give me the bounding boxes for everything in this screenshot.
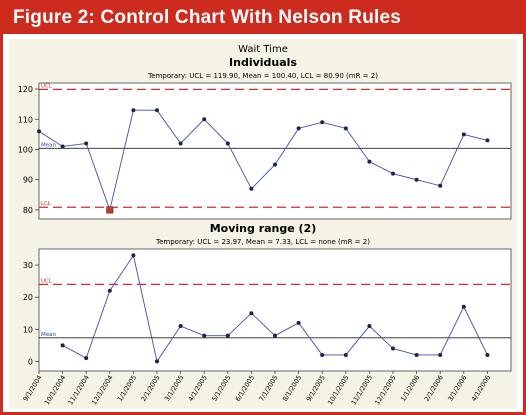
individuals-data-point — [131, 108, 136, 113]
individuals-data-point — [178, 141, 183, 146]
individuals-ytick-label: 100 — [18, 145, 33, 154]
chart-suptitle: Wait Time — [238, 44, 288, 55]
individuals-data-point — [391, 171, 395, 176]
x-axis-tick-label: 5/1/2005 — [210, 374, 232, 403]
moving-range-data-point — [131, 253, 136, 258]
moving-range-title: Moving range (2) — [210, 222, 317, 235]
moving-range-data-point — [320, 352, 325, 357]
moving-range-data-point — [202, 333, 207, 338]
x-axis-tick-label: 2/1/2006 — [423, 374, 445, 403]
individuals-plot-area — [38, 82, 512, 220]
individuals-data-point — [438, 183, 443, 188]
individuals-data-point — [155, 108, 159, 113]
moving-range-data-point — [414, 352, 419, 357]
moving-range-ytick-label: 30 — [23, 261, 33, 270]
x-axis-tick-label: 12/1/2005 — [373, 374, 397, 407]
moving-range-data-point — [438, 352, 443, 357]
individuals-data-point — [343, 126, 348, 131]
individuals-ytick-label: 110 — [18, 115, 33, 124]
x-axis-tick-label: 11/1/2004 — [66, 374, 90, 407]
individuals-data-point — [367, 159, 372, 164]
moving-range-ytick-label: 10 — [23, 325, 33, 334]
individuals-flagged-point — [106, 206, 114, 214]
individuals-data-point — [273, 162, 277, 167]
individuals-ucl-label: UCL — [41, 83, 53, 89]
x-axis-tick-label: 1/1/2006 — [399, 374, 421, 403]
individuals-data-point — [84, 141, 89, 146]
individuals-data-point — [296, 126, 301, 131]
individuals-data-point — [202, 117, 207, 122]
moving-range-data-point — [249, 311, 254, 316]
individuals-data-point — [60, 144, 65, 149]
moving-range-ucl-label: UCL — [41, 278, 53, 284]
moving-range-data-point — [296, 320, 301, 325]
x-axis-tick-label: 6/1/2005 — [234, 374, 256, 403]
moving-range-data-point — [155, 359, 159, 364]
individuals-data-point — [320, 120, 325, 125]
x-axis-tick-label: 4/1/2005 — [187, 374, 209, 403]
individuals-data-point — [249, 186, 254, 191]
moving-range-mean-label: Mean — [41, 332, 56, 338]
x-axis-tick-label: 10/1/2004 — [43, 374, 67, 407]
moving-range-data-point — [178, 324, 183, 329]
x-axis-tick-label: 12/1/2004 — [90, 374, 114, 407]
x-axis-tick-label: 8/1/2005 — [281, 374, 303, 403]
moving-range-ytick-label: 20 — [23, 293, 33, 302]
individuals-data-point — [225, 141, 230, 146]
moving-range-data-point — [225, 333, 230, 338]
individuals-data-point — [485, 138, 490, 143]
individuals-data-point — [461, 132, 466, 137]
x-axis-tick-label: 9/1/2005 — [305, 374, 327, 403]
chart-panel: Wait Time Individuals Temporary: UCL = 119… — [9, 39, 517, 409]
individuals-ytick-label: 90 — [23, 176, 33, 185]
individuals-series-line — [38, 109, 488, 212]
moving-range-data-point — [367, 324, 372, 329]
x-axis-tick-label: 9/1/2004 — [21, 374, 43, 403]
individuals-data-point — [37, 129, 41, 134]
individuals-ytick-label: 120 — [18, 85, 33, 94]
x-axis-tick-label: 2/1/2005 — [139, 374, 161, 403]
x-axis-tick-label: 1/1/2005 — [116, 374, 138, 403]
individuals-data-point — [414, 177, 419, 182]
moving-range-data-point — [391, 346, 395, 351]
moving-range-ytick-label: 0 — [28, 357, 33, 366]
figure-banner: Figure 2: Control Chart With Nelson Rule… — [3, 3, 523, 34]
moving-range-data-point — [273, 333, 277, 338]
individuals-mean-label: Mean — [41, 142, 56, 148]
figure-title: Figure 2: Control Chart With Nelson Rule… — [13, 7, 402, 28]
moving-range-data-point — [461, 304, 466, 309]
x-axis-tick-label: 10/1/2005 — [326, 374, 350, 407]
moving-range-data-point — [485, 352, 490, 357]
x-axis-tick-label: 4/1/2006 — [470, 374, 492, 403]
individuals-lcl-label: LCL — [41, 201, 52, 207]
moving-range-plot-area — [38, 248, 512, 372]
moving-range-data-point — [60, 343, 65, 348]
moving-range-subtitle: Temporary: UCL = 23.97, Mean = 7.33, LCL… — [155, 238, 370, 246]
individuals-ytick-label: 80 — [23, 206, 33, 215]
individuals-title: Individuals — [229, 56, 297, 69]
individuals-subtitle: Temporary: UCL = 119.90, Mean = 100.40, … — [147, 72, 378, 80]
x-axis-tick-label: 11/1/2005 — [350, 374, 374, 407]
moving-range-data-point — [107, 288, 112, 293]
x-axis-tick-label: 7/1/2005 — [257, 374, 279, 403]
x-axis-tick-label: 3/1/2006 — [446, 374, 468, 403]
moving-range-data-point — [84, 356, 89, 361]
x-axis-tick-label: 3/1/2005 — [163, 374, 185, 403]
moving-range-data-point — [343, 352, 348, 357]
